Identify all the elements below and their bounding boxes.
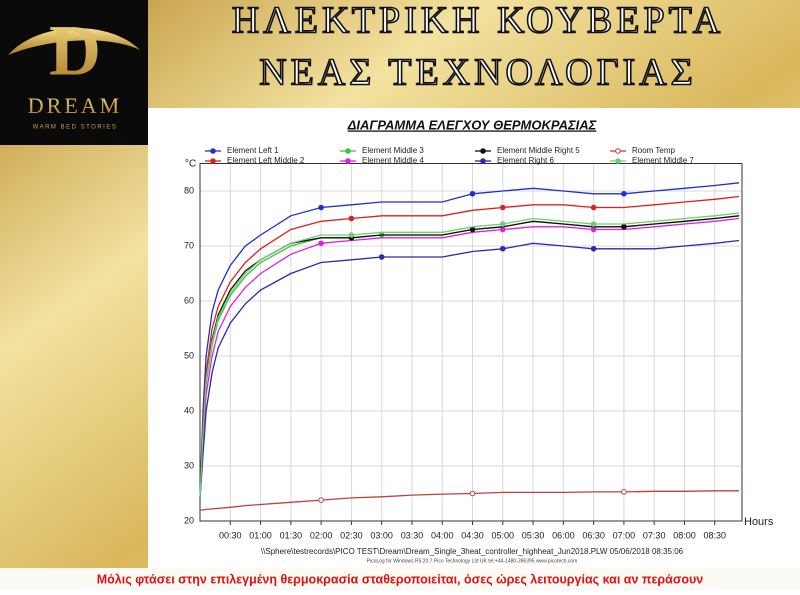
legend-marker: [480, 148, 486, 154]
series-marker: [318, 204, 324, 211]
chart-image: [148, 145, 760, 565]
series-marker: [499, 221, 506, 227]
x-tick-label: 04:00: [431, 530, 454, 540]
legend-label: Room Temp: [632, 146, 676, 155]
series-marker: [348, 232, 355, 238]
series-marker: [590, 226, 597, 233]
series-marker: [499, 204, 506, 211]
series-marker: [469, 190, 476, 197]
x-tick-label: 07:00: [613, 530, 636, 540]
legend-marker: [210, 158, 216, 164]
y-axis-label: °C: [185, 159, 196, 170]
legend-marker: [615, 158, 621, 164]
x-tick-label: 02:30: [340, 530, 363, 540]
x-tick-label: 08:00: [673, 530, 696, 540]
series-line: [199, 182, 740, 500]
x-tick-label: 03:30: [401, 530, 424, 540]
x-tick-label: 06:30: [582, 530, 605, 540]
series-marker: [621, 223, 627, 230]
legend-marker: [210, 148, 216, 154]
x-tick-label: 06:00: [552, 530, 575, 540]
logo-tagline: WARM BED STORIES: [33, 125, 118, 131]
series-marker: [318, 497, 324, 503]
y-tick-label: 80: [184, 185, 194, 195]
logo-swoosh: [8, 28, 140, 55]
x-axis-label: Hours: [744, 516, 774, 528]
series-marker: [590, 245, 597, 252]
series-marker: [621, 190, 627, 197]
legend-label: Element Middle 3: [362, 146, 424, 155]
y-tick-label: 40: [184, 405, 194, 415]
logo-box: [0, 0, 148, 145]
x-tick-label: 08:30: [703, 530, 726, 540]
series-marker: [318, 240, 324, 247]
x-tick-label: 03:00: [370, 530, 393, 540]
series-line: [199, 195, 740, 500]
software-note: PicoLog for Windows R5.20.7 Pico Technol…: [367, 558, 578, 564]
x-tick-label: 02:00: [310, 530, 333, 540]
series-line: [200, 490, 739, 511]
legend-label: Element Middle 7: [632, 156, 694, 165]
legend-marker: [615, 148, 621, 154]
file-note: \\Sphere\testrecords\PICO TEST\Dream\Dre…: [261, 547, 684, 556]
x-tick-label: 04:30: [461, 530, 484, 540]
y-tick-label: 20: [184, 515, 194, 525]
logo-brand: DREAM: [28, 93, 122, 118]
caption: Μόλις φτάσει στην επιλεγμένη θερμοκρασία…: [97, 572, 704, 586]
x-tick-label: 05:30: [522, 530, 545, 540]
y-tick-label: 70: [184, 240, 194, 250]
x-tick-label: 01:30: [280, 530, 303, 540]
series-marker: [590, 221, 597, 227]
series-line: [199, 239, 740, 500]
series-line: [199, 212, 740, 500]
x-tick-label: 00:30: [219, 530, 242, 540]
y-tick-label: 60: [184, 295, 194, 305]
series-marker: [621, 489, 627, 495]
series-marker: [590, 204, 597, 211]
legend-marker: [345, 158, 351, 164]
logo-mark: D: [49, 11, 101, 91]
legend-label: Element Middle Right 5: [497, 146, 580, 155]
series-marker: [499, 245, 506, 252]
legend-marker: [345, 148, 351, 154]
series-line: [199, 217, 740, 500]
legend-label: Element Left 1: [227, 146, 279, 155]
y-tick-label: 30: [184, 460, 194, 470]
x-tick-label: 05:00: [492, 530, 515, 540]
x-tick-label: 01:00: [249, 530, 272, 540]
legend-marker: [480, 158, 486, 164]
series-marker: [469, 490, 476, 497]
series-marker: [469, 226, 476, 233]
legend-label: Element Right 6: [497, 156, 554, 165]
series-marker: [499, 226, 506, 233]
legend-label: Element Left Middle 2: [227, 156, 305, 165]
chart-title: ΔΙΑΓΡΑΜΜΑ ΕΛΕΓΧΟΥ ΘΕΡΜΟΚΡΑΣΙΑΣ: [347, 117, 597, 132]
page-title: ΝΕΑΣ ΤΕΧΝΟΛΟΓΙΑΣ: [259, 52, 697, 94]
series-marker: [378, 254, 385, 260]
x-tick-label: 07:30: [643, 530, 666, 540]
page-title: ΗΛΕΚΤΡΙΚΗ ΚΟΥΒΕΡΤΑ: [232, 0, 725, 42]
legend-label: Element Middle 4: [362, 156, 424, 165]
series-marker: [348, 215, 355, 222]
caption-band: [0, 568, 800, 590]
plot-frame: [199, 163, 743, 522]
y-tick-label: 50: [184, 350, 194, 360]
